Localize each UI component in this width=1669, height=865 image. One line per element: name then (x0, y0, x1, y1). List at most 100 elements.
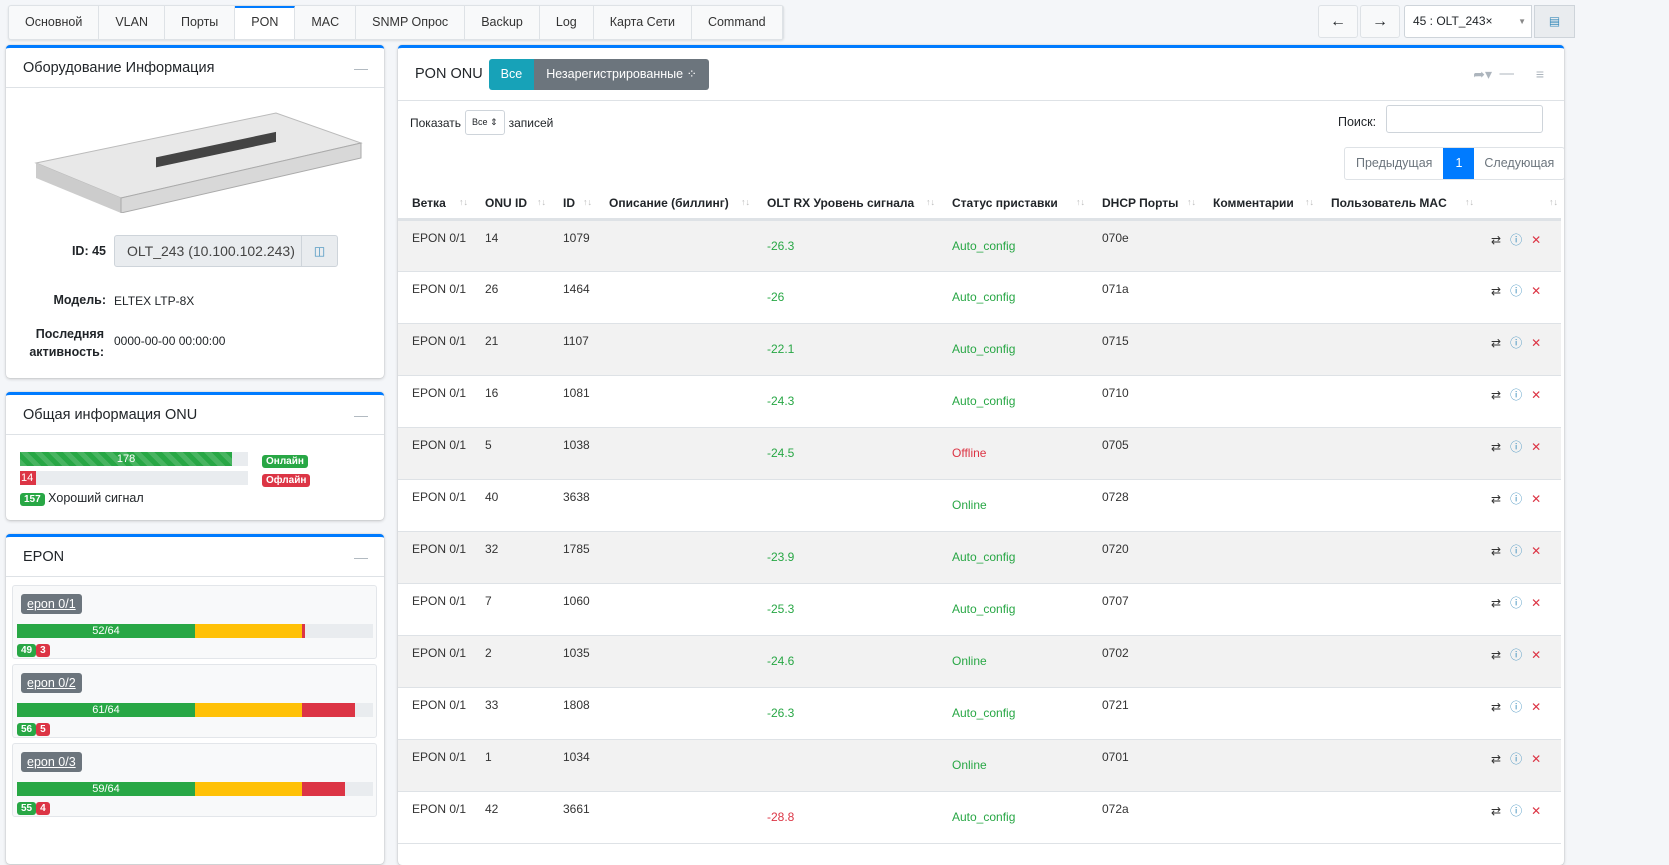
offline-count-badge: 5 (36, 723, 50, 736)
table-cell (1199, 791, 1317, 844)
offline-bar-fill: 14 (20, 471, 36, 485)
next-page-button[interactable]: Следующая (1484, 156, 1555, 170)
tab-8[interactable]: Карта Сети (594, 6, 692, 39)
minimize-icon[interactable]: — (1499, 65, 1515, 82)
table-cell (1317, 375, 1477, 428)
table-cell: Online (938, 635, 1088, 688)
epon-port-link[interactable]: epon 0/2 (21, 673, 82, 693)
table-row: EPON 0/1 42 3661 -28.8 Auto_config 072a ⇄ ⓘ ✕ (398, 791, 1561, 844)
length-select[interactable]: Все ⇕ (465, 110, 505, 135)
column-header[interactable]: OLT RX Уровень сигнала ↑↓ (753, 189, 938, 221)
column-header[interactable]: ONU ID ↑↓ (471, 189, 549, 221)
table-cell: EPON 0/1 (398, 583, 471, 636)
info-icon[interactable]: ⓘ (1510, 751, 1523, 766)
info-icon[interactable]: ⓘ (1510, 335, 1523, 350)
menu-icon[interactable]: ≡ (1535, 65, 1544, 82)
info-icon[interactable]: ⓘ (1510, 439, 1523, 454)
column-header[interactable]: Статус приставки ↑↓ (938, 189, 1088, 221)
delete-icon[interactable]: ✕ (1531, 803, 1542, 818)
share-icon[interactable]: ➦▾ (1473, 65, 1492, 82)
tab-1[interactable]: VLAN (99, 6, 165, 39)
info-icon[interactable]: ⓘ (1510, 803, 1523, 818)
tab-0[interactable]: Основной (9, 6, 100, 39)
delete-icon[interactable]: ✕ (1531, 543, 1542, 558)
delete-icon[interactable]: ✕ (1531, 647, 1542, 662)
sort-icon: ↑↓ (1076, 197, 1085, 207)
forward-button[interactable]: → (1360, 5, 1400, 38)
unregistered-button[interactable]: Незарегистрированные ⁘ (534, 58, 710, 90)
reload-icon[interactable]: ⇄ (1491, 232, 1502, 247)
delete-icon[interactable]: ✕ (1531, 595, 1542, 610)
delete-icon[interactable]: ✕ (1531, 335, 1542, 350)
column-header[interactable]: Ветка ↑↓ (398, 189, 471, 221)
epon-port-link[interactable]: epon 0/3 (21, 752, 82, 772)
table-cell: 1107 (549, 323, 595, 376)
reload-icon[interactable]: ⇄ (1491, 387, 1502, 402)
reload-icon[interactable]: ⇄ (1491, 283, 1502, 298)
table-cell (1317, 583, 1477, 636)
back-button[interactable]: ← (1318, 5, 1358, 38)
epon-port-link[interactable]: epon 0/1 (21, 594, 82, 614)
minimize-icon[interactable]: — (354, 407, 368, 423)
reload-icon[interactable]: ⇄ (1491, 335, 1502, 350)
device-select[interactable]: 45 : OLT_243× ▼ (1404, 5, 1532, 38)
info-icon[interactable]: ⓘ (1510, 543, 1523, 558)
reload-icon[interactable]: ⇄ (1491, 439, 1502, 454)
reload-icon[interactable]: ⇄ (1491, 595, 1502, 610)
tab-2[interactable]: Порты (165, 6, 236, 39)
tab-6[interactable]: Backup (465, 6, 540, 39)
delete-icon[interactable]: ✕ (1531, 699, 1542, 714)
minimize-icon[interactable]: — (354, 549, 368, 565)
column-label: ONU ID (485, 196, 527, 211)
column-header[interactable]: ↑↓ (1477, 189, 1561, 221)
page-1-button[interactable]: 1 (1443, 148, 1475, 179)
column-header[interactable]: Описание (биллинг) ↑↓ (595, 189, 753, 221)
delete-icon[interactable]: ✕ (1531, 387, 1542, 402)
device-field[interactable]: OLT_243 (10.100.102.243) ◫ (114, 235, 338, 267)
column-header[interactable]: Пользователь MAC ↑↓ (1317, 189, 1477, 221)
delete-icon[interactable]: ✕ (1531, 439, 1542, 454)
column-header[interactable]: ID ↑↓ (549, 189, 595, 221)
info-icon[interactable]: ⓘ (1510, 699, 1523, 714)
column-header[interactable]: Комментарии ↑↓ (1199, 189, 1317, 221)
info-icon[interactable]: ⓘ (1510, 647, 1523, 662)
info-icon[interactable]: ⓘ (1510, 283, 1523, 298)
all-button[interactable]: Все (488, 58, 535, 90)
info-icon[interactable]: ⓘ (1510, 491, 1523, 506)
reload-icon[interactable]: ⇄ (1491, 647, 1502, 662)
table-cell: -25.3 (753, 583, 938, 636)
info-icon[interactable]: ⓘ (1510, 595, 1523, 610)
search-input[interactable] (1386, 105, 1543, 133)
info-icon[interactable]: ⓘ (1510, 387, 1523, 402)
list-view-button[interactable]: ▤ (1534, 5, 1575, 38)
delete-icon[interactable]: ✕ (1531, 491, 1542, 506)
column-header[interactable]: DHCP Порты ↑↓ (1088, 189, 1199, 221)
table-cell: 0707 (1088, 583, 1199, 636)
sort-icon: ↑↓ (459, 197, 468, 207)
columns-icon[interactable]: ◫ (301, 236, 337, 266)
delete-icon[interactable]: ✕ (1531, 232, 1542, 247)
sort-icon: ↑↓ (1187, 197, 1196, 207)
delete-icon[interactable]: ✕ (1531, 751, 1542, 766)
tab-4[interactable]: MAC (295, 6, 357, 39)
reload-icon[interactable]: ⇄ (1491, 803, 1502, 818)
reload-icon[interactable]: ⇄ (1491, 699, 1502, 714)
table-cell: Auto_config (938, 375, 1088, 428)
tab-9[interactable]: Command (692, 6, 783, 39)
reload-icon[interactable]: ⇄ (1491, 491, 1502, 506)
prev-page-button[interactable]: Предыдущая (1356, 156, 1433, 170)
epon-port: epon 0/2 61/64 56 5 (12, 664, 377, 738)
table-cell: EPON 0/1 (398, 687, 471, 740)
tab-3[interactable]: PON (235, 6, 296, 39)
table-row: EPON 0/1 40 3638 Online 0728 ⇄ ⓘ ✕ (398, 479, 1561, 532)
table-cell: 070e (1088, 219, 1199, 272)
reload-icon[interactable]: ⇄ (1491, 543, 1502, 558)
tab-7[interactable]: Log (540, 6, 594, 39)
reload-icon[interactable]: ⇄ (1491, 751, 1502, 766)
minimize-icon[interactable]: — (354, 60, 368, 76)
chevron-down-icon: ▼ (1518, 17, 1526, 26)
tab-5[interactable]: SNMP Опрос (356, 6, 466, 39)
table-cell: 7 (471, 583, 549, 636)
info-icon[interactable]: ⓘ (1510, 232, 1523, 247)
delete-icon[interactable]: ✕ (1531, 283, 1542, 298)
